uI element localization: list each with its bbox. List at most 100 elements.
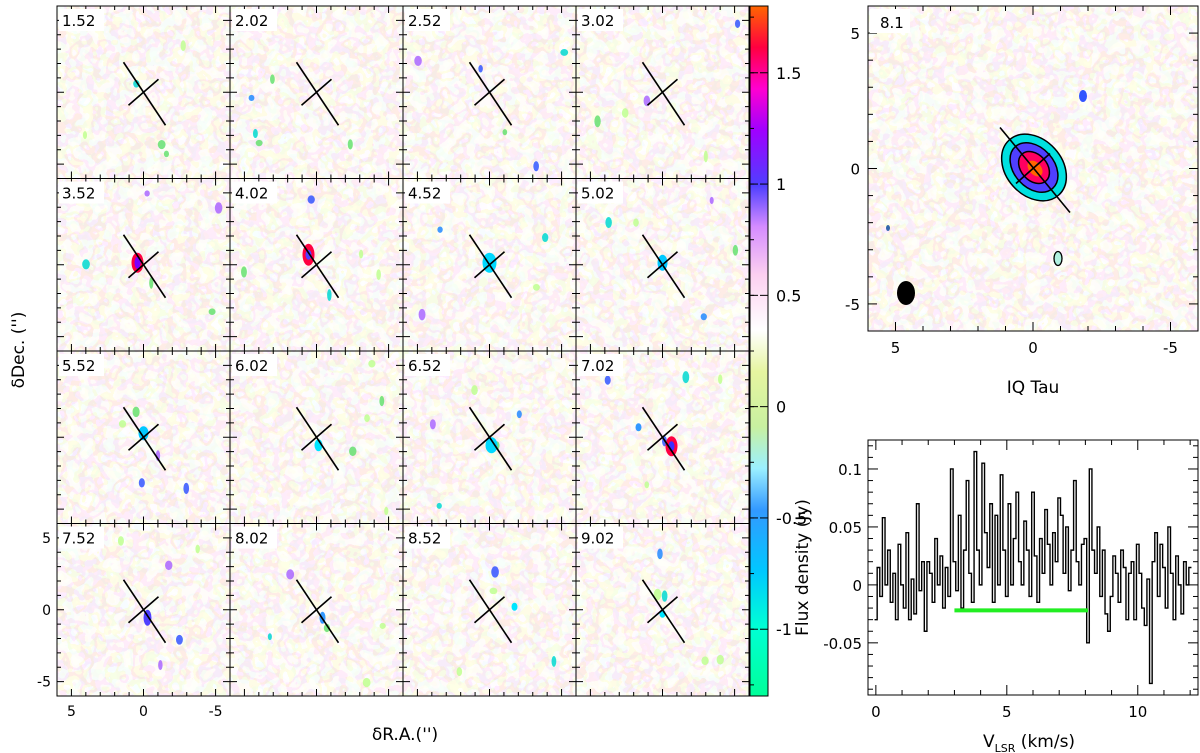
velocity-label: 9.02 [581, 530, 614, 548]
noise-peak [644, 481, 650, 489]
disk-major-axis [295, 61, 340, 126]
moment-xtick-label: 0 [1028, 339, 1038, 357]
spectrum-xlabel: VLSR (km/s) [983, 732, 1075, 753]
velocity-label: 3.02 [581, 12, 614, 30]
noise-peak [491, 566, 499, 578]
grid-xtick-label: 5 [67, 704, 76, 720]
moment-xtick-label: 5 [891, 339, 901, 357]
noise-peak [532, 283, 540, 291]
spectrum-xtick-label: 10 [1128, 703, 1147, 721]
noise-peak [703, 150, 708, 163]
beam-ellipse [897, 281, 915, 305]
channel-panel: 4.52 [402, 178, 577, 352]
colorbar-tick-label: 0 [776, 398, 786, 417]
grid-ytick-label: -5 [37, 675, 51, 691]
spectrum-line [874, 450, 1192, 685]
disk-minor-axis [300, 596, 333, 624]
velocity-label: 1.52 [62, 12, 95, 30]
noise-peak [307, 195, 315, 204]
disk-major-axis [468, 61, 513, 126]
noise-peak [149, 277, 154, 289]
noise-peak [429, 419, 436, 430]
noise-peak [347, 139, 353, 150]
moment-ytick-label: 5 [850, 25, 860, 43]
velocity-label-bg [59, 526, 104, 549]
velocity-label: 5.02 [581, 185, 614, 203]
moment-minor-axis [1015, 152, 1051, 185]
noise-peak [214, 202, 223, 214]
channel-panel: 5.02 [575, 178, 750, 352]
noise-peak [604, 375, 611, 385]
velocity-label: 4.52 [408, 185, 441, 203]
velocity-label: 6.02 [235, 357, 268, 375]
emission-blob [635, 423, 642, 432]
noise-peak [657, 548, 663, 560]
velocity-label-bg [232, 526, 277, 549]
noise-peak [364, 414, 370, 422]
velocity-label-bg [232, 9, 277, 31]
colorbar-ticks: 1.5 1 0.5 0 -0.5 -1 [750, 16, 807, 686]
disk-minor-axis [300, 423, 333, 451]
noise-peak [117, 536, 124, 546]
noise-peak [732, 244, 739, 256]
disk-major-axis [122, 234, 167, 299]
grid-xtick-label: -5 [209, 704, 223, 720]
disk-major-axis [641, 579, 686, 644]
noise-peak [700, 313, 707, 321]
noise-peak [158, 659, 163, 671]
source-name: IQ Tau [1007, 378, 1060, 398]
channel-panel: 3.52 [56, 178, 231, 352]
noise-peak [437, 226, 443, 233]
disk-minor-axis [646, 423, 679, 451]
velocity-label-bg [405, 354, 450, 376]
disk-minor-axis [127, 423, 160, 451]
grid-ytick-label: 5 [42, 531, 51, 547]
noise-peak [456, 667, 463, 677]
channel-panel: 7.52 [56, 523, 231, 697]
noise-peak [195, 544, 200, 554]
disk-minor-axis [473, 78, 506, 106]
noise-peak [661, 590, 668, 602]
moment-xtick-label: -5 [1163, 339, 1178, 357]
noise-peak [379, 395, 385, 407]
noise-peak [359, 249, 364, 259]
spectrum-xtick-label: 0 [871, 703, 881, 721]
grid-xlabel: δR.A.('') [372, 725, 438, 745]
emission-blob [511, 602, 518, 611]
spectrum-ytick-label: 0 [852, 577, 862, 595]
emission-blob [485, 437, 498, 454]
secondary-contour [1053, 250, 1063, 267]
velocity-label-bg [405, 9, 450, 31]
channel-panel: 6.52 [402, 350, 577, 524]
disk-major-axis [295, 234, 340, 299]
disk-minor-axis [646, 251, 679, 279]
disk-major-axis [468, 406, 513, 471]
disk-major-axis [641, 61, 686, 126]
noise-peak [502, 129, 508, 136]
noise-peak [471, 385, 478, 396]
spectrum-ytick-label: -0.05 [823, 635, 862, 653]
noise-peak [252, 128, 258, 139]
disk-minor-axis [473, 423, 506, 451]
velocity-label: 2.52 [408, 12, 441, 30]
noise-peak [682, 371, 690, 384]
xlabel-subscript: LSR [995, 742, 1016, 753]
colorbar-tick-label: 1.5 [776, 64, 801, 83]
spectrum-frame [867, 439, 1199, 696]
moment-ytick-label: -5 [845, 296, 860, 314]
channel-panel: 8.02 [229, 523, 404, 697]
noise-peak [376, 269, 381, 281]
disk-minor-axis [127, 78, 160, 106]
noise-peak [175, 634, 183, 645]
velocity-label-bg [59, 9, 104, 31]
disk-minor-axis [646, 596, 679, 624]
channel-panel: 8.52 [402, 523, 577, 697]
disk-major-axis [468, 234, 513, 299]
noise-peak [542, 233, 549, 243]
noise-peak [163, 150, 170, 158]
noise-peak [157, 140, 166, 150]
noise-peak [716, 654, 724, 665]
disk-minor-axis [473, 596, 506, 624]
noise-peak [718, 374, 723, 385]
